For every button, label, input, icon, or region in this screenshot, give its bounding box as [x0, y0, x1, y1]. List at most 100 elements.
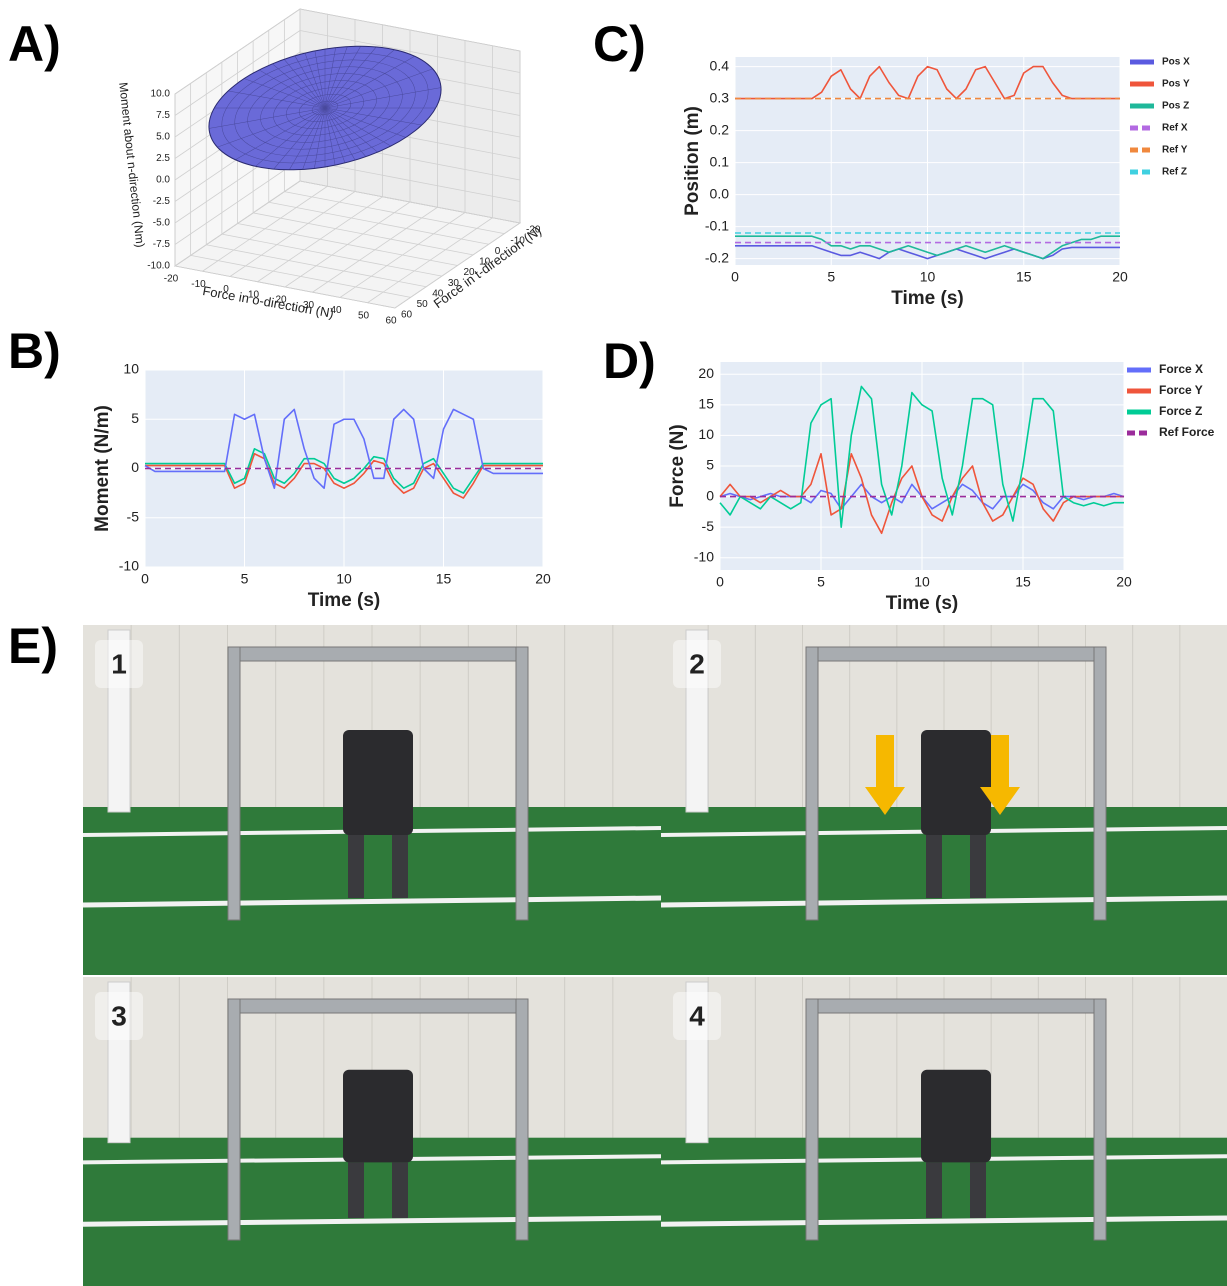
- y-tick-label: 0.0: [710, 185, 730, 201]
- z-tick-label: 7.5: [156, 110, 170, 121]
- page: A) B) C) D) E) -20-100102030405060-20-10…: [0, 0, 1227, 1286]
- frame-top: [806, 999, 1106, 1013]
- frame-top: [228, 999, 528, 1013]
- frame-leg: [228, 647, 240, 920]
- y-tick-label: -0.1: [705, 217, 729, 233]
- x-tick-label: 5: [827, 269, 835, 285]
- z-tick-label: 2.5: [156, 153, 170, 164]
- photo-number: 4: [689, 1000, 705, 1031]
- z-tick-label: -2.5: [153, 196, 171, 207]
- y-tick-label: 0.1: [710, 153, 730, 169]
- frame-leg: [516, 999, 528, 1240]
- robot-leg: [926, 835, 942, 898]
- robot-leg: [926, 1162, 942, 1218]
- legend-label: Pos Z: [1162, 101, 1189, 112]
- z-tick-label: 5.0: [156, 132, 170, 143]
- panel-label: D): [603, 333, 656, 389]
- photo-number: 3: [111, 1000, 127, 1031]
- frame-leg: [516, 647, 528, 920]
- legend-label: Ref Force: [1159, 425, 1215, 439]
- y-tick-label: -10: [694, 548, 714, 564]
- robot-body: [921, 730, 991, 835]
- x-tick-label: 10: [920, 269, 936, 285]
- x-tick-label: 15: [436, 571, 452, 587]
- z-tick-label: 10.0: [151, 89, 171, 100]
- y-tick-label: 50: [417, 299, 429, 310]
- y-axis-title: Force (N): [667, 424, 688, 507]
- robot-leg: [970, 835, 986, 898]
- x-axis-title: Time (s): [308, 590, 381, 611]
- y-tick-label: 0: [131, 459, 139, 475]
- y-axis-title: Moment (N/m): [92, 405, 113, 532]
- y-tick-label: 10: [123, 361, 139, 377]
- legend-label: Ref Z: [1162, 167, 1187, 178]
- x-tick-label: 0: [716, 574, 724, 590]
- legend-label: Pos X: [1162, 57, 1190, 68]
- x-tick-label: 15: [1015, 574, 1031, 590]
- y-tick-label: -5: [702, 518, 715, 534]
- figure: A) B) C) D) E) -20-100102030405060-20-10…: [0, 0, 1227, 1286]
- y-axis-title: Position (m): [682, 106, 703, 216]
- panel-label: C): [593, 16, 646, 72]
- frame-leg: [1094, 999, 1106, 1240]
- x-axis-title: Time (s): [891, 288, 964, 309]
- z-tick-label: -7.5: [153, 239, 171, 250]
- x-tick-label: 10: [336, 571, 352, 587]
- x-tick-label: 50: [358, 310, 370, 321]
- robot-leg: [348, 1162, 364, 1218]
- robot-body: [921, 1070, 991, 1163]
- robot-body: [343, 1070, 413, 1163]
- robot-leg: [970, 1162, 986, 1218]
- y-tick-label: 15: [698, 396, 714, 412]
- y-tick-label: 5: [131, 410, 139, 426]
- frame-leg: [1094, 647, 1106, 920]
- z-axis-title: Moment about n-direction (Nm): [116, 82, 147, 249]
- legend-label: Ref X: [1162, 123, 1188, 134]
- y-tick-label: 20: [698, 365, 714, 381]
- legend-label: Force Y: [1159, 383, 1203, 397]
- legend-label: Pos Y: [1162, 79, 1190, 90]
- x-tick-label: 20: [1116, 574, 1132, 590]
- panel-label: B): [8, 323, 61, 379]
- x-tick-label: 5: [241, 571, 249, 587]
- robot-leg: [392, 835, 408, 898]
- z-tick-label: 0.0: [156, 175, 170, 186]
- z-tick-label: -5.0: [153, 218, 171, 229]
- panel-e: 1 2 3 4: [83, 625, 1227, 1286]
- x-tick-label: -20: [164, 274, 179, 285]
- x-tick-label: 10: [914, 574, 930, 590]
- frame-leg: [806, 647, 818, 920]
- panel-label: A): [8, 16, 61, 72]
- x-tick-label: 60: [385, 316, 397, 327]
- frame-top: [806, 647, 1106, 661]
- frame-leg: [228, 999, 240, 1240]
- x-tick-label: 20: [1112, 269, 1128, 285]
- panel-label: E): [8, 618, 58, 674]
- y-tick-label: 0: [706, 487, 714, 503]
- z-tick-label: -10.0: [147, 261, 170, 272]
- x-tick-label: 15: [1016, 269, 1032, 285]
- legend-label: Force X: [1159, 362, 1203, 376]
- photo-number: 1: [111, 648, 127, 679]
- y-tick-label: 5: [706, 457, 714, 473]
- robot-leg: [348, 835, 364, 898]
- x-tick-label: 20: [535, 571, 551, 587]
- robot-leg: [392, 1162, 408, 1218]
- robot-body: [343, 730, 413, 835]
- frame-top: [228, 647, 528, 661]
- x-tick-label: 0: [731, 269, 739, 285]
- y-tick-label: 10: [698, 426, 714, 442]
- y-tick-label: 60: [401, 310, 413, 321]
- legend-label: Ref Y: [1162, 145, 1188, 156]
- y-tick-label: -0.2: [705, 249, 729, 265]
- y-tick-label: 0.2: [710, 121, 730, 137]
- x-tick-label: 0: [141, 571, 149, 587]
- y-tick-label: -10: [119, 558, 139, 574]
- y-tick-label: 0.4: [710, 57, 730, 73]
- photo-number: 2: [689, 648, 705, 679]
- y-tick-label: -5: [127, 508, 140, 524]
- x-axis-title: Time (s): [886, 593, 959, 614]
- legend-label: Force Z: [1159, 404, 1202, 418]
- frame-leg: [806, 999, 818, 1240]
